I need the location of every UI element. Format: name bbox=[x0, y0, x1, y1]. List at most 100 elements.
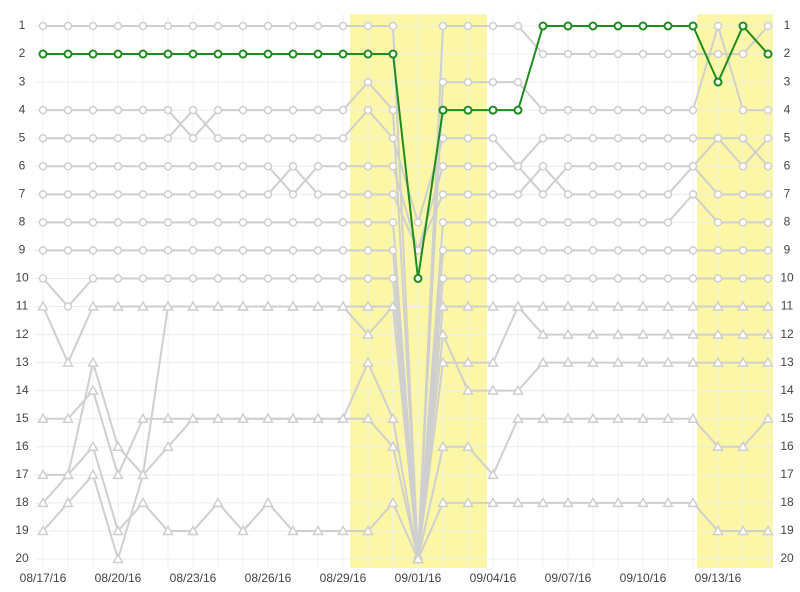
data-point bbox=[613, 21, 623, 31]
x-tick-label: 08/26/16 bbox=[245, 571, 292, 585]
data-point bbox=[738, 274, 748, 283]
data-point bbox=[588, 162, 598, 171]
data-point bbox=[612, 356, 624, 367]
data-point bbox=[588, 190, 598, 199]
data-point bbox=[763, 133, 773, 143]
data-point bbox=[762, 356, 774, 367]
data-point bbox=[688, 105, 698, 115]
data-point bbox=[363, 77, 373, 87]
highlight-band bbox=[697, 14, 773, 568]
data-point bbox=[188, 49, 198, 59]
data-point bbox=[488, 21, 498, 31]
y-tick-label: 3 bbox=[19, 74, 26, 88]
data-point bbox=[537, 328, 549, 339]
data-point bbox=[663, 218, 673, 227]
data-point bbox=[462, 496, 474, 508]
data-point bbox=[663, 133, 673, 143]
data-point bbox=[513, 21, 523, 31]
x-tick-label: 09/04/16 bbox=[470, 571, 517, 585]
data-point bbox=[288, 105, 298, 115]
data-point bbox=[37, 468, 49, 480]
data-point bbox=[38, 190, 48, 199]
data-point bbox=[688, 190, 698, 199]
data-point bbox=[737, 524, 749, 536]
data-point bbox=[363, 49, 373, 59]
data-point bbox=[563, 274, 573, 283]
y-tick-label: 8 bbox=[19, 215, 26, 229]
data-point bbox=[38, 21, 48, 31]
y-tick-label: 17 bbox=[15, 467, 29, 481]
data-point bbox=[638, 105, 648, 115]
data-point bbox=[588, 105, 598, 115]
y-tick-label-right: 18 bbox=[780, 495, 794, 509]
data-point bbox=[438, 162, 448, 171]
data-point bbox=[588, 133, 598, 143]
data-point bbox=[663, 190, 673, 199]
data-point bbox=[713, 190, 723, 199]
data-point bbox=[88, 246, 98, 255]
data-point bbox=[687, 328, 699, 339]
data-point bbox=[113, 49, 123, 59]
data-point bbox=[262, 496, 274, 508]
data-point bbox=[88, 274, 98, 283]
series-line bbox=[43, 304, 768, 560]
data-point bbox=[138, 162, 148, 171]
data-point bbox=[388, 190, 398, 199]
data-point bbox=[212, 300, 224, 311]
y-tick-label-right: 5 bbox=[784, 130, 791, 144]
data-point bbox=[63, 190, 73, 199]
data-point bbox=[438, 246, 448, 255]
y-tick-label: 6 bbox=[19, 158, 26, 172]
data-point bbox=[213, 246, 223, 255]
data-point bbox=[562, 356, 574, 367]
data-point bbox=[363, 105, 373, 115]
data-point bbox=[613, 105, 623, 115]
y-tick-label: 14 bbox=[15, 383, 29, 397]
data-point bbox=[387, 496, 399, 508]
data-point bbox=[138, 105, 148, 115]
data-point bbox=[62, 496, 74, 508]
data-point bbox=[713, 218, 723, 227]
data-point bbox=[362, 300, 374, 311]
data-point bbox=[462, 300, 474, 311]
data-point bbox=[638, 133, 648, 143]
data-point bbox=[213, 105, 223, 115]
data-point bbox=[438, 133, 448, 143]
data-point bbox=[388, 246, 398, 255]
data-point bbox=[638, 49, 648, 59]
x-tick-label: 08/29/16 bbox=[320, 571, 367, 585]
data-point bbox=[587, 412, 599, 423]
data-point bbox=[163, 133, 173, 143]
data-point bbox=[163, 218, 173, 227]
y-tick-label: 13 bbox=[15, 355, 29, 369]
x-tick-label: 09/01/16 bbox=[395, 571, 442, 585]
data-point bbox=[87, 384, 99, 395]
data-point bbox=[563, 49, 573, 59]
data-point bbox=[138, 133, 148, 143]
data-point bbox=[387, 412, 399, 423]
data-point bbox=[712, 524, 724, 536]
data-point bbox=[238, 105, 248, 115]
data-point bbox=[537, 412, 549, 423]
data-point bbox=[338, 246, 348, 255]
data-point bbox=[587, 496, 599, 508]
data-point bbox=[712, 328, 724, 339]
data-point bbox=[338, 274, 348, 283]
data-point bbox=[412, 552, 424, 564]
data-point bbox=[613, 190, 623, 199]
data-point bbox=[663, 274, 673, 283]
data-point bbox=[288, 274, 298, 283]
data-point bbox=[263, 105, 273, 115]
data-point bbox=[288, 21, 298, 31]
data-point bbox=[513, 77, 523, 87]
x-tick-label: 08/23/16 bbox=[170, 571, 217, 585]
data-point bbox=[38, 49, 48, 59]
data-point bbox=[37, 300, 49, 311]
data-point bbox=[538, 218, 548, 227]
y-tick-label-right: 10 bbox=[780, 271, 794, 285]
data-point bbox=[538, 49, 548, 59]
data-point bbox=[188, 190, 198, 199]
data-point bbox=[238, 246, 248, 255]
data-point bbox=[163, 190, 173, 199]
